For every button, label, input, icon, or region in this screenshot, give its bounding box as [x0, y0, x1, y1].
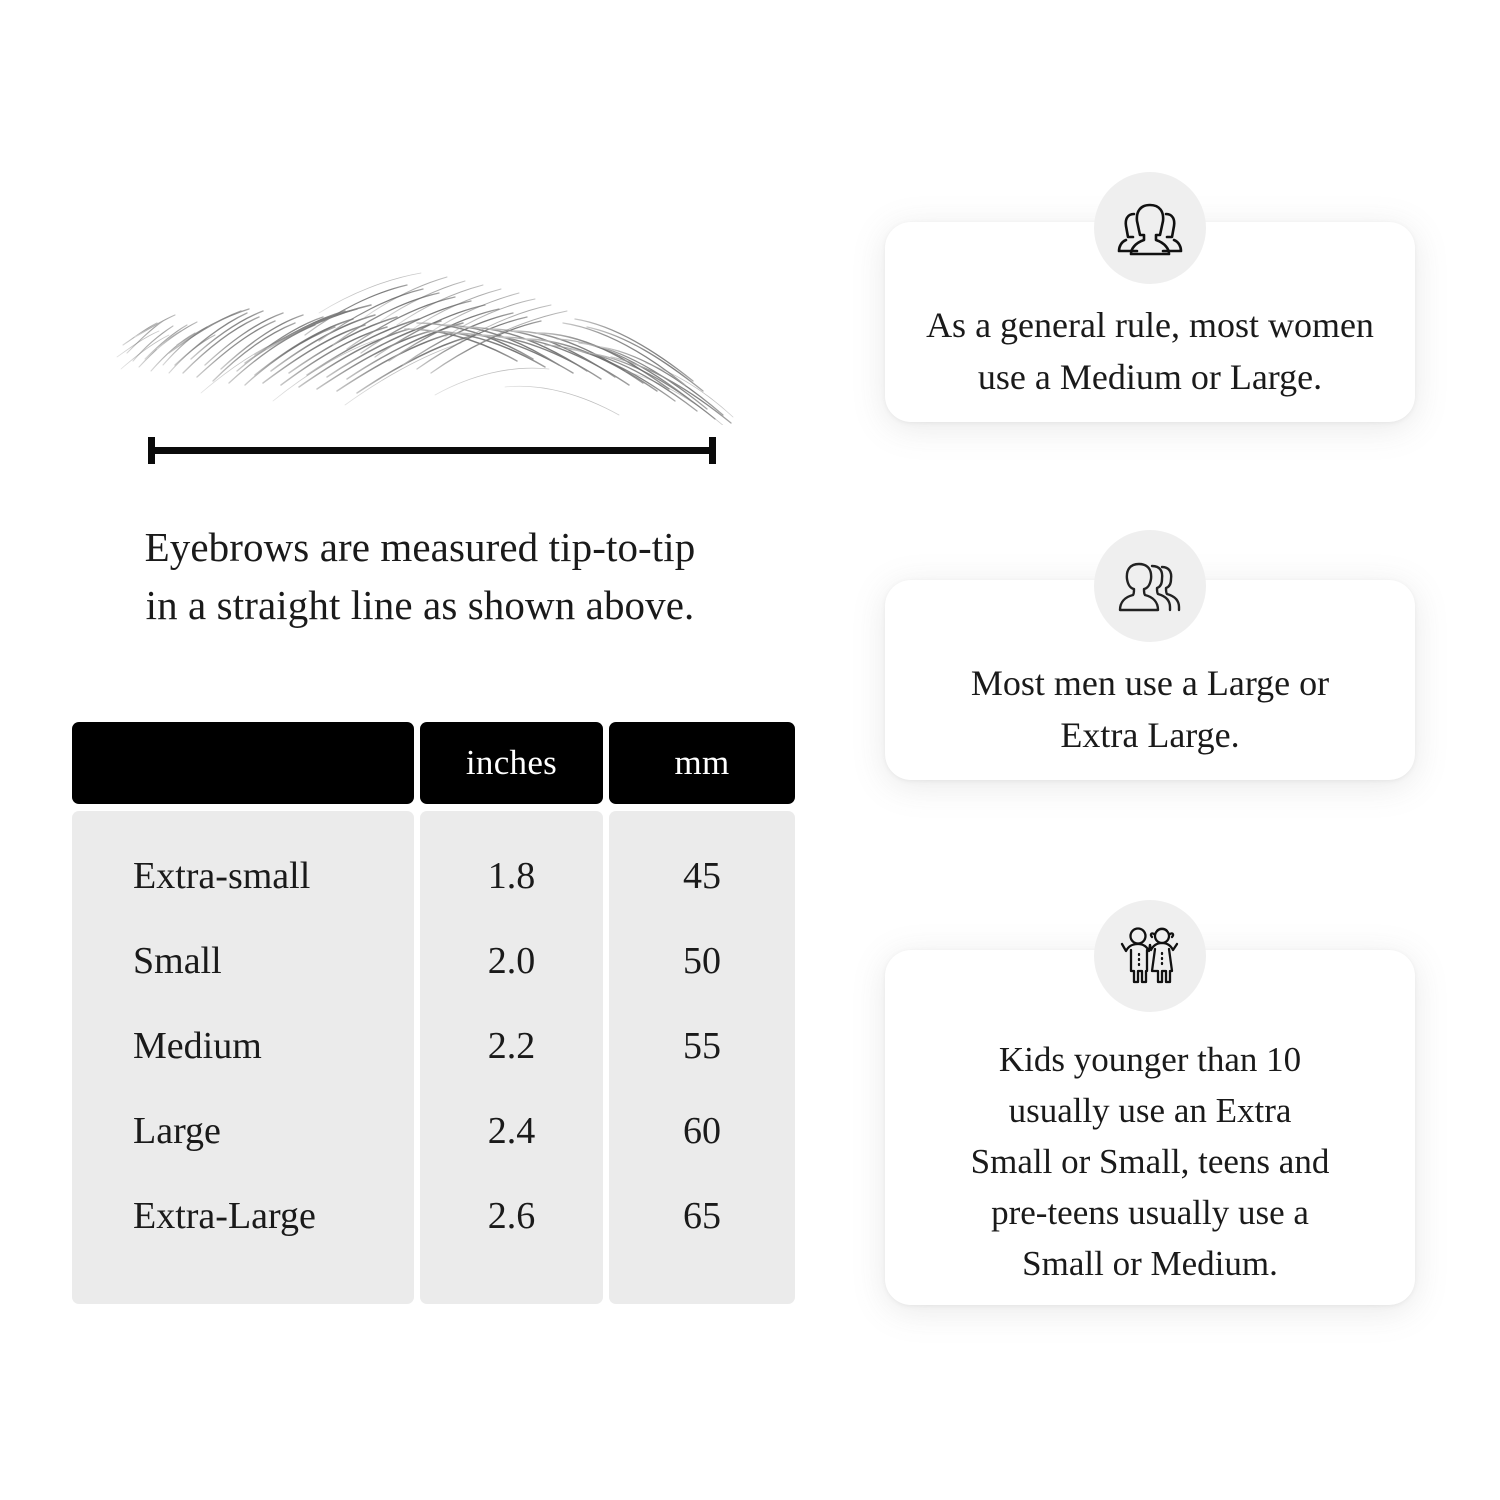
eyebrow-illustration [105, 225, 765, 425]
caption-line-2: in a straight line as shown above. [145, 582, 695, 629]
tip-line-3: Small or Small, teens and [970, 1142, 1330, 1182]
table-cell-inches: 2.0 [487, 939, 536, 982]
table-cell-size: Medium [133, 1024, 262, 1067]
tip-card-women: As a general rule, most women use a Medi… [885, 172, 1415, 422]
table-column-inches: 1.8 2.0 2.2 2.4 2.6 [420, 811, 603, 1304]
table-cell-size: Extra-Large [133, 1194, 316, 1237]
table-cell-mm: 55 [683, 1024, 721, 1067]
table-column-mm: 45 50 55 60 65 [609, 811, 795, 1304]
table-header-row: inches mm [72, 722, 795, 804]
measure-cap-right [709, 437, 716, 464]
table-header-size [72, 722, 414, 804]
table-cell-size: Large [133, 1109, 221, 1152]
table-body: Extra-small Small Medium Large Extra-Lar… [72, 811, 795, 1304]
measure-bar [148, 447, 716, 454]
measurement-line [148, 437, 716, 464]
women-group-icon [1094, 172, 1206, 284]
table-cell-inches: 1.8 [487, 854, 536, 897]
left-column: Eyebrows are measured tip-to-tip in a st… [70, 225, 795, 1304]
table-cell-mm: 45 [683, 854, 721, 897]
table-column-size: Extra-small Small Medium Large Extra-Lar… [72, 811, 414, 1304]
tip-line-5: Small or Medium. [1022, 1244, 1278, 1284]
tip-line-2: use a Medium or Large. [977, 356, 1323, 397]
men-group-icon [1094, 530, 1206, 642]
table-cell-size: Small [133, 939, 222, 982]
table-cell-mm: 65 [683, 1194, 721, 1237]
tip-line-4: pre-teens usually use a [991, 1193, 1309, 1233]
tip-line-1: As a general rule, most women [926, 305, 1374, 345]
tip-card-men: Most men use a Large or Extra Large. [885, 530, 1415, 780]
tip-line-1: Kids younger than 10 [998, 1040, 1302, 1079]
tip-line-1: Most men use a Large or [970, 663, 1330, 703]
tip-card-women-text: As a general rule, most women use a Medi… [915, 300, 1385, 404]
table-cell-size: Extra-small [133, 854, 311, 897]
caption-line-1: Eyebrows are measured tip-to-tip [144, 524, 696, 570]
tip-card-kids: Kids younger than 10 usually use an Extr… [885, 900, 1415, 1305]
size-table: inches mm Extra-small Small Medium Large… [72, 722, 795, 1304]
right-column: As a general rule, most women use a Medi… [820, 0, 1500, 1500]
table-header-mm: mm [609, 722, 795, 804]
table-header-inches: inches [420, 722, 603, 804]
measure-caption: Eyebrows are measured tip-to-tip in a st… [70, 518, 770, 634]
tip-line-2: Extra Large. [1060, 714, 1240, 755]
tip-card-kids-text: Kids younger than 10 usually use an Extr… [915, 1034, 1385, 1289]
table-cell-mm: 50 [683, 939, 721, 982]
table-cell-inches: 2.6 [487, 1194, 536, 1237]
table-cell-inches: 2.4 [487, 1109, 536, 1152]
kids-icon [1094, 900, 1206, 1012]
tip-card-men-text: Most men use a Large or Extra Large. [915, 658, 1385, 762]
tip-line-2: usually use an Extra [1008, 1091, 1292, 1131]
table-cell-mm: 60 [683, 1109, 721, 1152]
table-cell-inches: 2.2 [487, 1024, 536, 1067]
